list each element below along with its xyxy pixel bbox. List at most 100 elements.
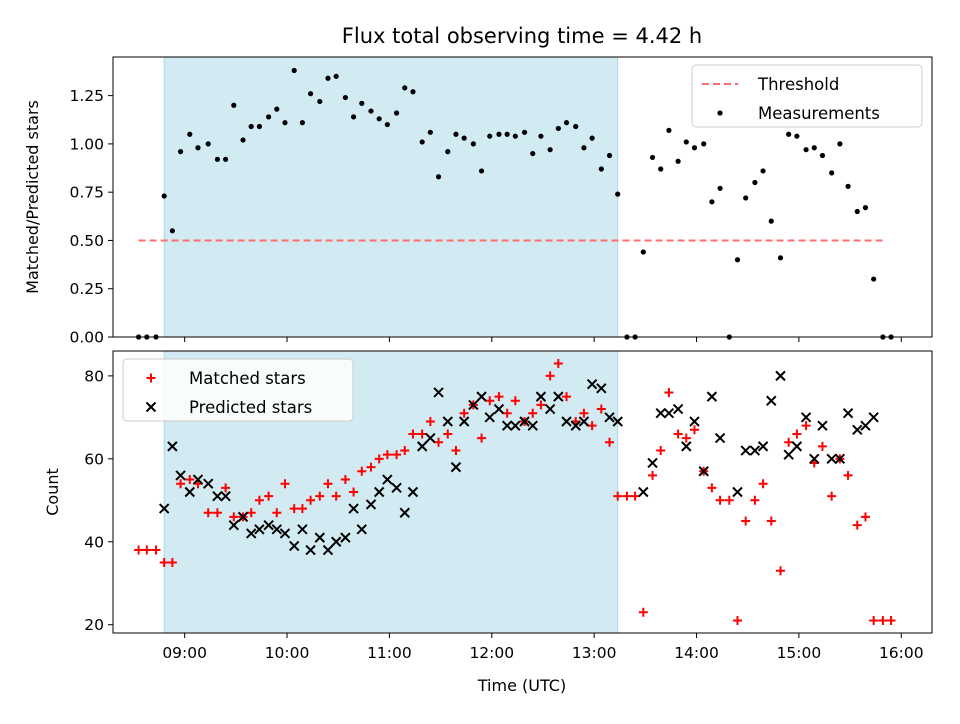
data-point-plus — [545, 371, 555, 381]
data-point-x — [519, 416, 530, 427]
y-tick-label: 60 — [84, 450, 104, 468]
data-point-dot — [589, 135, 595, 141]
data-point-x — [263, 519, 274, 531]
x-tick-label: 09:00 — [162, 644, 207, 662]
legend-label: Measurements — [758, 104, 880, 123]
data-point-x — [476, 391, 487, 402]
y-tick-label: 0.50 — [69, 232, 104, 250]
data-point-dot — [223, 156, 229, 162]
data-point-dot — [187, 131, 193, 137]
legend-label: Predicted stars — [189, 398, 312, 417]
data-point-x — [192, 474, 204, 485]
data-point-x — [167, 441, 178, 452]
observing-window-shade — [163, 56, 619, 338]
data-point-dot — [487, 133, 493, 139]
data-point-dot — [854, 208, 860, 215]
data-point-dot — [299, 120, 305, 126]
data-point-plus — [741, 516, 751, 526]
data-point-dot — [195, 145, 201, 151]
axes-frame — [112, 56, 933, 338]
data-point-plus — [750, 495, 760, 505]
data-point-dot — [205, 141, 211, 147]
data-point-x — [305, 544, 316, 556]
data-point-dot — [530, 150, 536, 157]
data-point-x — [842, 407, 854, 419]
data-point-dot — [717, 185, 723, 191]
data-point-dot — [461, 135, 467, 141]
data-point-x — [852, 424, 863, 436]
data-point-dot — [427, 129, 433, 135]
legend-swatch-plus — [146, 373, 156, 383]
data-point-dot — [435, 174, 442, 180]
data-point-plus — [502, 408, 512, 418]
top-panel: 0.00 0.25 0.50 0.75 1.00 1.25 Threshold Measure… — [69, 56, 933, 347]
data-point-x — [775, 370, 786, 382]
y-tick-label: 80 — [84, 367, 104, 385]
x-tick-label: 11:00 — [367, 644, 412, 662]
data-point-plus — [707, 483, 717, 493]
data-point-dot — [169, 228, 175, 234]
data-point-plus — [775, 566, 785, 576]
data-point-plus — [176, 479, 186, 489]
data-point-x — [425, 432, 436, 444]
data-point-plus — [648, 470, 658, 480]
data-point-x — [468, 399, 479, 411]
data-point-plus — [579, 408, 589, 418]
data-point-plus — [528, 408, 538, 418]
data-point-x — [450, 461, 462, 473]
data-point-dot — [777, 255, 784, 261]
data-point-x — [442, 416, 453, 427]
data-point-x — [544, 403, 556, 415]
data-point-x — [791, 441, 803, 452]
legend-box — [691, 64, 923, 128]
data-point-x — [638, 486, 649, 498]
data-point-dot — [743, 195, 749, 201]
data-point-x — [766, 395, 777, 406]
data-point-plus — [792, 429, 802, 439]
data-point-dot — [803, 147, 809, 153]
data-point-plus — [159, 558, 169, 567]
data-point-x — [834, 453, 846, 465]
data-point-dot — [581, 145, 587, 151]
data-point-dot — [368, 108, 374, 114]
data-point-plus — [366, 462, 376, 472]
data-point-dot — [291, 67, 297, 74]
legend-label: Threshold — [757, 75, 839, 94]
data-point-dot — [811, 145, 817, 151]
data-point-x — [365, 499, 377, 510]
data-point-plus — [280, 479, 290, 489]
data-point-dot — [734, 257, 741, 263]
data-point-plus — [732, 616, 742, 626]
data-point-dot — [640, 249, 646, 255]
x-tick-label: 15:00 — [777, 644, 822, 662]
data-point-dot — [606, 152, 613, 159]
data-point-plus — [264, 491, 274, 501]
data-point-dot — [231, 102, 237, 108]
data-point-dot — [333, 73, 339, 79]
data-point-dot — [256, 123, 262, 130]
data-point-plus — [613, 491, 623, 501]
data-point-plus — [562, 392, 572, 402]
data-point-dot — [521, 129, 528, 135]
data-point-dot — [871, 276, 877, 282]
data-point-dot — [359, 100, 365, 106]
data-point-x — [553, 391, 564, 402]
data-point-x — [458, 416, 470, 427]
data-point-plus — [605, 437, 615, 447]
data-point-x — [604, 412, 615, 423]
data-point-plus — [434, 437, 444, 447]
data-point-x — [860, 420, 871, 431]
data-point-dot — [282, 120, 288, 126]
data-point-dot — [768, 218, 774, 224]
data-point-plus — [382, 450, 392, 460]
y-tick-label: 1.25 — [69, 87, 104, 105]
data-point-dot — [419, 139, 425, 145]
chart-title: Flux total observing time = 4.42 h — [342, 24, 702, 48]
data-point-plus — [451, 446, 461, 456]
x-tick-label: 12:00 — [469, 644, 514, 662]
data-point-dot — [307, 91, 314, 97]
data-point-dot — [786, 131, 792, 137]
x-tick-label: 10:00 — [265, 644, 310, 662]
data-point-x — [510, 420, 521, 431]
